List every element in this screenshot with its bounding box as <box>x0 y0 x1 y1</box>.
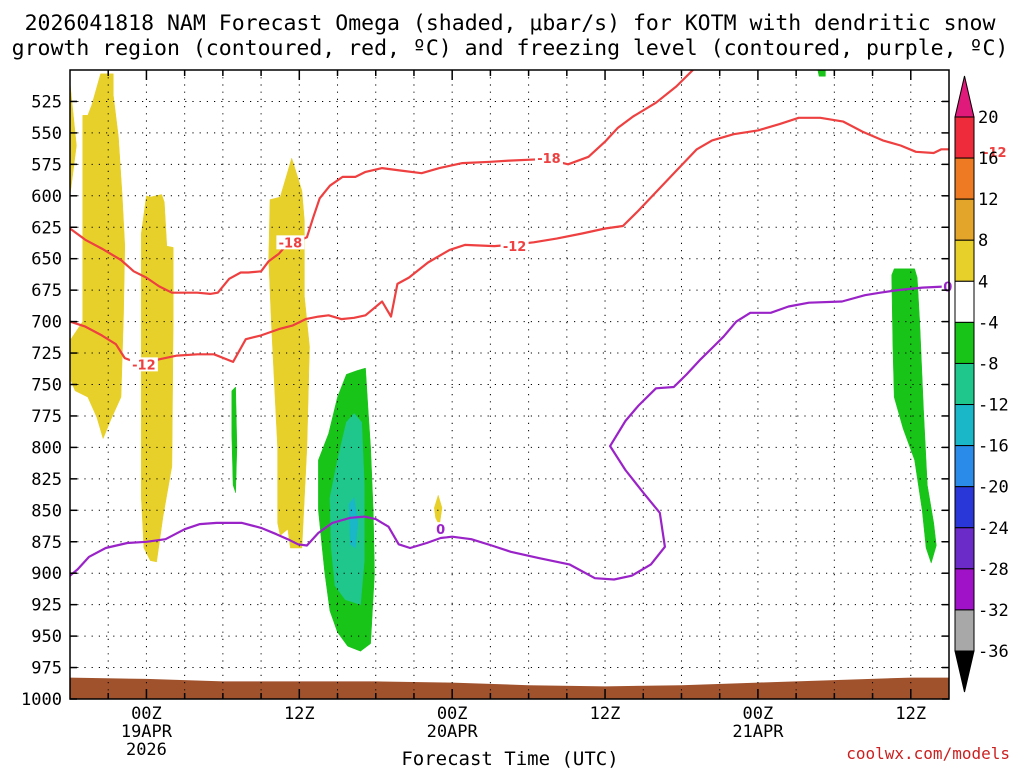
contour-label-bg-dgz_upper_-18C-1 <box>534 151 563 166</box>
colorbar-top-arrow <box>954 75 975 118</box>
colorbar-swatch-8 <box>954 445 975 488</box>
colorbar-label-5: -4 <box>978 313 998 333</box>
contour-label-dgz_lower_-12C-2: -12 <box>983 146 1007 161</box>
contour-dgz_upper_-18C <box>70 70 694 295</box>
contour-lines <box>70 70 949 581</box>
omega-region-0 <box>70 73 126 440</box>
y-tick-label-775: 775 <box>31 407 62 427</box>
colorbar-label-11: -28 <box>978 560 1009 580</box>
y-tick-label-900: 900 <box>31 564 62 584</box>
colorbar-label-0: 20 <box>978 108 998 128</box>
colorbar-swatch-7 <box>954 404 975 447</box>
contour-label-freezing_level_0C-1: 0 <box>943 280 952 295</box>
colorbar-swatch-6 <box>954 362 975 406</box>
omega-region-1 <box>70 82 77 196</box>
y-axis-ticks: 525 550 575 600 625 650 675 700 725 750 775 800 825 8… <box>21 92 949 710</box>
y-tick-label-850: 850 <box>31 501 62 521</box>
y-tick-label-650: 650 <box>31 250 62 270</box>
plot-area: -18 -18 -12 -12 -12 0 0 525 550 575 600 625 650 675 7… <box>21 69 1009 760</box>
omega-region-2 <box>141 194 174 563</box>
x-tick-label-0-2: 2026 <box>126 740 167 760</box>
contour-label-bg-dgz_upper_-18C-0 <box>276 235 305 250</box>
colorbar-swatch-1 <box>954 157 975 200</box>
contour-label-bg-dgz_lower_-12C-0 <box>129 357 158 372</box>
y-tick-label-725: 725 <box>31 344 62 364</box>
y-tick-label-525: 525 <box>31 92 62 112</box>
colorbar-label-3: 8 <box>978 231 988 251</box>
x-axis-ticks: 00Z19APR202612Z00Z20APR12Z00Z21APR12Z00Z… <box>107 70 926 760</box>
colorbar-label-12: -32 <box>978 601 1009 621</box>
grid-lines <box>70 70 949 699</box>
y-tick-label-575: 575 <box>31 155 62 175</box>
x-tick-label-0-0: 00Z <box>131 704 162 724</box>
x-tick-label-48-1: 21APR <box>732 722 784 742</box>
chart-title-line-1: 2026041818 NAM Forecast Omega (shaded, μ… <box>25 11 996 36</box>
colorbar-swatch-2 <box>954 198 975 241</box>
colorbar-swatch-3 <box>954 239 975 282</box>
colorbar-label-10: -24 <box>978 519 1009 539</box>
contour-label-dgz_lower_-12C-0: -12 <box>132 358 156 373</box>
surface-terrain <box>70 677 949 699</box>
y-tick-label-925: 925 <box>31 596 62 616</box>
contour-label-bg-dgz_lower_-12C-1 <box>500 239 529 254</box>
chart-title-line-2: growth region (contoured, red, ºC) and f… <box>12 36 1009 61</box>
contour-label-dgz_lower_-12C-1: -12 <box>503 240 527 255</box>
x-axis-title: Forecast Time (UTC) <box>401 748 618 768</box>
y-tick-label-600: 600 <box>31 187 62 207</box>
x-tick-label-48-0: 00Z <box>743 704 774 724</box>
colorbar-label-1: 16 <box>978 149 998 169</box>
colorbar-label-9: -20 <box>978 478 1009 498</box>
y-tick-label-625: 625 <box>31 218 62 238</box>
contour-freezing_level_0C <box>70 285 949 581</box>
y-tick-label-825: 825 <box>31 470 62 490</box>
y-tick-label-700: 700 <box>31 313 62 333</box>
y-tick-label-975: 975 <box>31 659 62 679</box>
x-tick-label-24-0: 00Z <box>437 704 468 724</box>
y-tick-label-550: 550 <box>31 124 62 144</box>
colorbar-swatch-11 <box>954 568 975 611</box>
omega-region-7 <box>891 268 937 564</box>
colorbar-swatch-4 <box>954 280 975 323</box>
contour-label-dgz_upper_-18C-1: -18 <box>537 152 561 167</box>
x-tick-label-36-0: 12Z <box>590 704 621 724</box>
omega-region-13 <box>817 70 826 77</box>
contour-label-dgz_upper_-18C-0: -18 <box>279 236 303 251</box>
colorbar-swatch-0 <box>954 116 975 159</box>
y-tick-label-750: 750 <box>31 376 62 396</box>
y-tick-label-950: 950 <box>31 627 62 647</box>
x-tick-label-24-1: 20APR <box>427 722 479 742</box>
colorbar-swatch-12 <box>954 609 975 652</box>
colorbar-bottom-arrow <box>954 650 975 693</box>
colorbar-swatch-9 <box>954 486 975 529</box>
colorbar-label-4: 4 <box>978 272 988 292</box>
colorbar-label-8: -16 <box>978 437 1009 457</box>
colorbar-swatch-5 <box>954 321 975 364</box>
contour-label-bg-freezing_level_0C-0 <box>434 522 447 537</box>
credit-text: coolwx.com/models <box>846 744 1010 763</box>
colorbar-label-13: -36 <box>978 642 1009 662</box>
y-tick-label-875: 875 <box>31 533 62 553</box>
surface-ground <box>70 677 949 699</box>
colorbar-swatch-10 <box>954 527 975 570</box>
omega-region-14 <box>329 413 365 605</box>
contour-label-bg-dgz_lower_-12C-2 <box>980 144 1009 159</box>
x-tick-label-12-0: 12Z <box>284 704 315 724</box>
y-tick-label-675: 675 <box>31 281 62 301</box>
x-tick-label-0-1: 19APR <box>121 722 173 742</box>
colorbar-label-2: 12 <box>978 190 998 210</box>
colorbar-label-7: -12 <box>978 396 1009 416</box>
x-tick-label-60-0: 12Z <box>895 704 926 724</box>
omega-region-5 <box>231 386 238 493</box>
omega-region-3 <box>268 157 310 549</box>
colorbar: 20 16 12 8 4 -4 -8 -12 -16 -20 -24 -28 -32 -36 <box>954 75 1009 693</box>
y-tick-label-800: 800 <box>31 438 62 458</box>
y-tick-label-1000: 1000 <box>21 690 62 710</box>
contour-label-freezing_level_0C-0: 0 <box>436 523 445 538</box>
omega-shading <box>70 70 937 652</box>
colorbar-label-6: -8 <box>978 354 998 374</box>
contour-dgz_lower_-12C <box>70 116 949 366</box>
